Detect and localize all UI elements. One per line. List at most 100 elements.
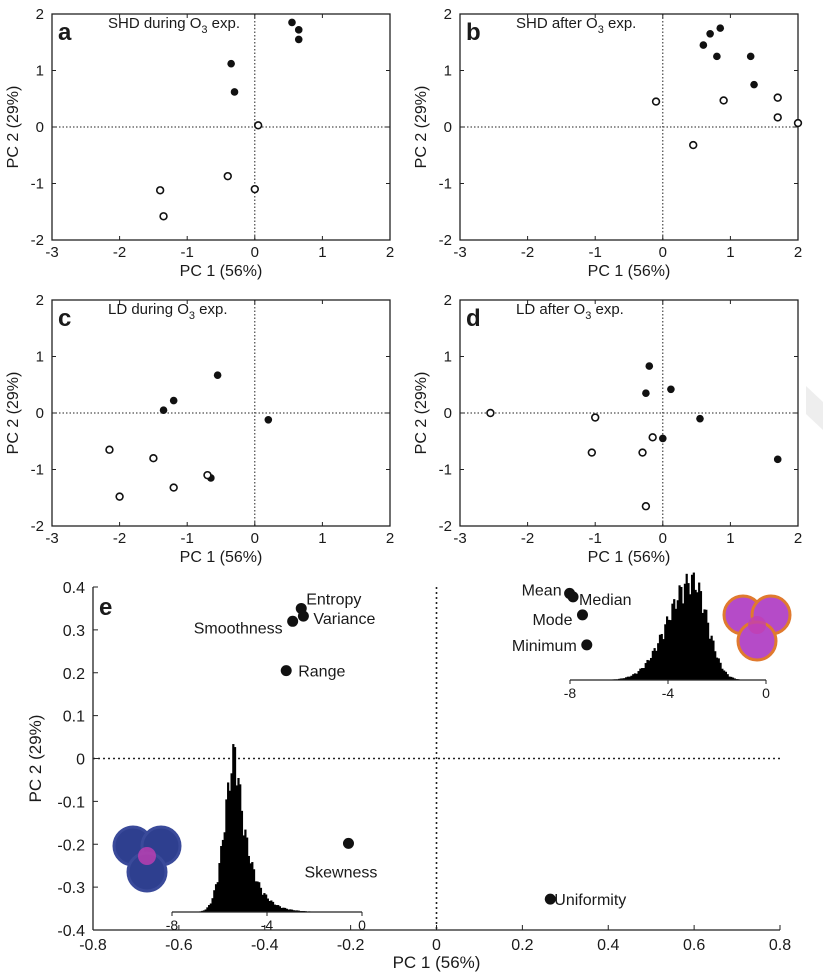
histogram-bar <box>287 909 290 912</box>
open-point <box>250 184 260 194</box>
y-tick-label: 0 <box>444 405 452 422</box>
histogram-bar <box>692 572 695 680</box>
panel-title-tail: exp. <box>208 15 241 32</box>
y-tick-label: -0.1 <box>57 794 85 811</box>
histogram-bar <box>204 909 207 912</box>
histogram-bar <box>244 829 247 912</box>
histogram-bar <box>242 835 245 912</box>
x-tick-label: -1 <box>181 530 194 547</box>
histogram-bar <box>265 894 268 912</box>
histogram-bar <box>252 869 256 912</box>
x-tick-label: -3 <box>453 244 466 261</box>
x-tick-label: -2 <box>521 530 534 547</box>
panel-title: LD after O3 exp. <box>516 301 624 322</box>
side-arrow-decoration <box>806 386 823 430</box>
panel-title-main: LD during O <box>108 301 189 318</box>
filled-point <box>659 434 667 443</box>
histogram-bar <box>261 894 264 912</box>
filled-point <box>746 52 755 61</box>
y-tick-label: -1 <box>31 176 44 193</box>
panel-title-subscript: 3 <box>598 24 604 36</box>
filled-point <box>773 455 782 464</box>
histogram-bar <box>237 778 240 912</box>
filled-point <box>169 396 178 405</box>
loading-point <box>342 837 354 849</box>
histogram-bar <box>662 639 665 680</box>
filled-point <box>706 29 714 38</box>
panel-letter: a <box>58 19 72 46</box>
histogram-bar <box>674 608 678 680</box>
histogram-bar <box>680 586 683 680</box>
x-tick-label: 2 <box>386 530 394 547</box>
y-tick-label: 2 <box>444 292 452 309</box>
inset-histogram: -8 -4 0 <box>112 744 366 933</box>
x-tick-label: 0.2 <box>511 937 533 954</box>
open-point <box>253 121 263 130</box>
histogram-bar <box>233 747 237 912</box>
histogram-bar <box>708 638 711 680</box>
histogram-bar <box>209 903 212 912</box>
open-point <box>486 408 495 418</box>
x-tick-label: 1 <box>318 244 326 261</box>
histogram-bar <box>280 907 283 912</box>
open-point <box>641 502 651 511</box>
x-axis-label: PC 1 (56%) <box>393 953 481 972</box>
histogram-bar <box>263 893 266 912</box>
histogram-bar <box>621 678 624 680</box>
histogram-bar <box>658 634 662 680</box>
y-axis-label: PC 2 (29%) <box>26 715 45 803</box>
histogram-bar <box>623 678 626 680</box>
filled-point <box>159 406 168 414</box>
filled-point <box>213 371 222 379</box>
open-point <box>638 448 647 457</box>
x-tick-label: -2 <box>113 244 126 261</box>
x-tick-label: 0.4 <box>597 937 619 954</box>
histogram-bar <box>685 573 688 680</box>
y-tick-label: 0.2 <box>63 666 85 683</box>
histogram-bar <box>731 677 735 680</box>
histogram-bar <box>657 643 660 680</box>
panel-letter: b <box>466 19 481 46</box>
histogram-bar <box>683 583 687 680</box>
y-tick-label: 2 <box>36 292 44 309</box>
x-tick-label: 0 <box>659 244 667 261</box>
filled-point <box>642 389 650 398</box>
histogram-bar <box>296 910 299 912</box>
panel-letter: c <box>58 305 71 332</box>
loading-label: Entropy <box>306 591 361 608</box>
panel-title: LD during O3 exp. <box>108 301 228 322</box>
y-tick-label: 1 <box>444 63 452 80</box>
histogram-bar <box>206 907 209 912</box>
histogram-bar <box>703 609 706 680</box>
x-axis-label: PC 1 (56%) <box>180 549 263 566</box>
histogram-bar <box>632 674 635 680</box>
histogram-bar <box>625 677 628 680</box>
histogram-bar <box>266 898 269 912</box>
histogram-bar <box>630 675 633 680</box>
y-tick-label: 0 <box>36 119 44 136</box>
histogram-bar <box>671 603 674 680</box>
histogram-bar <box>221 839 225 912</box>
x-axis-label: PC 1 (56%) <box>180 263 263 280</box>
open-point <box>590 413 600 422</box>
histogram-bar <box>642 668 646 680</box>
open-point <box>793 118 803 128</box>
y-tick-label: -0.3 <box>57 880 85 897</box>
histogram-bar <box>275 905 278 912</box>
histogram-bar <box>648 660 651 680</box>
x-tick-label: -1 <box>589 530 602 547</box>
loading-point <box>581 639 593 651</box>
loading-label: Minimum <box>512 638 577 655</box>
inset-tick-label: -8 <box>166 917 179 933</box>
histogram-bar <box>637 671 640 680</box>
histogram-bar <box>626 676 630 680</box>
histogram-bar <box>687 583 690 680</box>
y-tick-label: -1 <box>439 176 452 193</box>
y-axis-label: PC 2 (29%) <box>5 372 22 455</box>
x-tick-label: 2 <box>794 244 802 261</box>
histogram-bar <box>249 863 252 912</box>
histogram-bar <box>682 603 685 680</box>
panel-title-main: SHD after O <box>516 15 598 32</box>
